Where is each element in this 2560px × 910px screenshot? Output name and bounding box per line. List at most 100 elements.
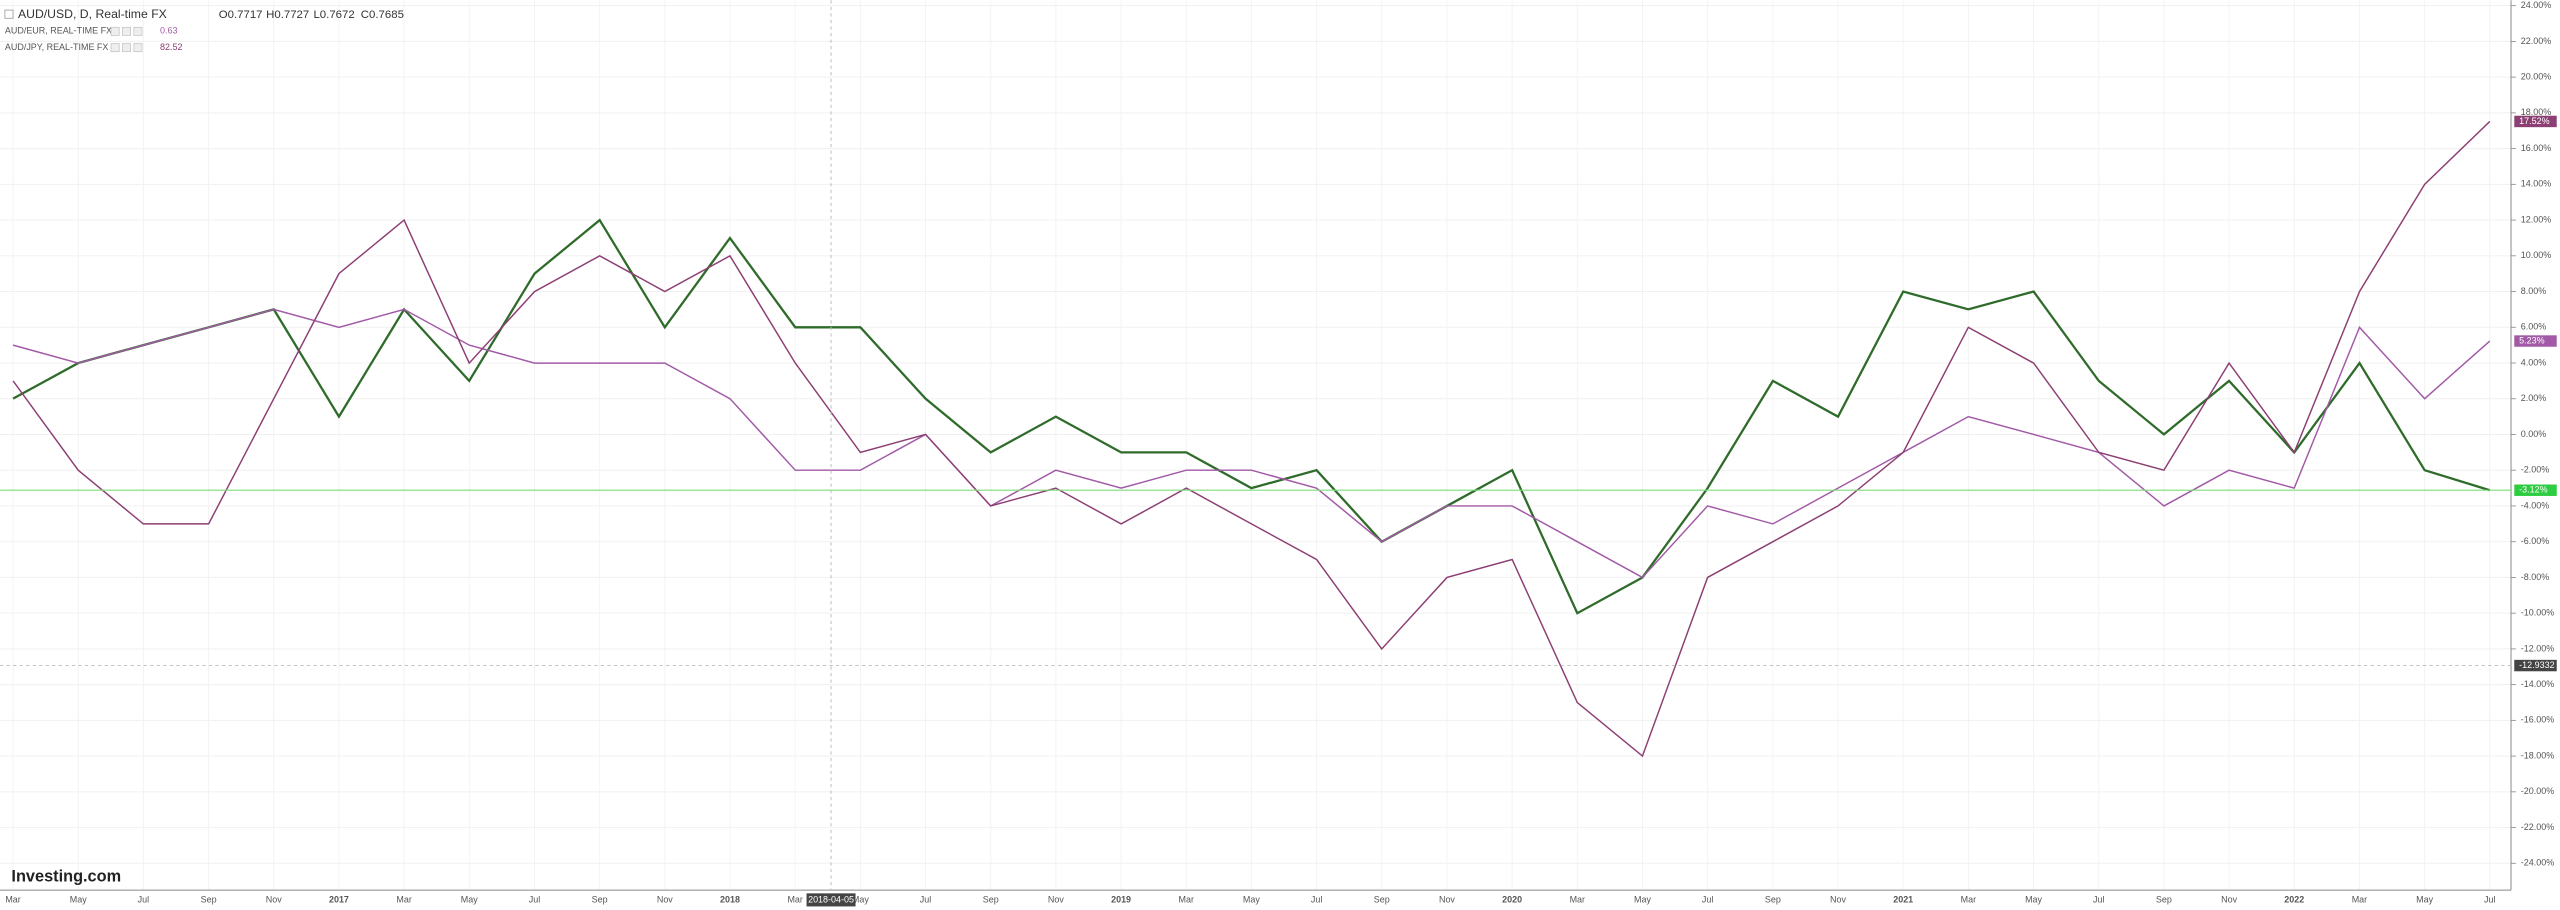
x-tick-label: Sep bbox=[201, 894, 217, 904]
x-tick-label: Nov bbox=[2221, 894, 2237, 904]
x-tick-label: Mar bbox=[1179, 894, 1194, 904]
x-tick-label: Sep bbox=[983, 894, 999, 904]
x-tick-label: Nov bbox=[1830, 894, 1846, 904]
legend-toggle[interactable] bbox=[4, 9, 14, 19]
legend-main: AUD/USD, D, Real-time FX bbox=[18, 7, 167, 21]
x-tick-label: May bbox=[1243, 894, 1260, 904]
y-tick-label: 22.00% bbox=[2521, 36, 2551, 46]
x-tick-label: Nov bbox=[266, 894, 282, 904]
legend-ohlc: C0.7685 bbox=[361, 9, 404, 21]
x-tick-label: Sep bbox=[2156, 894, 2172, 904]
crosshair-value: -12.9332 bbox=[2519, 660, 2554, 670]
x-tick-label: 2017 bbox=[329, 894, 349, 904]
y-tick-label: 4.00% bbox=[2521, 357, 2546, 367]
legend-button[interactable] bbox=[122, 26, 131, 36]
x-tick-label: Sep bbox=[1374, 894, 1390, 904]
x-tick-label: Mar bbox=[1570, 894, 1585, 904]
y-tick-label: 14.00% bbox=[2521, 179, 2551, 189]
x-tick-label: Jul bbox=[1311, 894, 1322, 904]
plot bbox=[12, 120, 2491, 758]
legend-compare-value: 0.63 bbox=[160, 26, 177, 36]
legend-button[interactable] bbox=[110, 43, 120, 53]
y-tick-label: -16.00% bbox=[2521, 715, 2554, 725]
y-tick-label: 6.00% bbox=[2521, 322, 2546, 332]
crosshair-date: 2018-04-05 bbox=[808, 894, 854, 904]
x-tick-label: Mar bbox=[2352, 894, 2367, 904]
legend-ohlc: O0.7717 bbox=[219, 9, 263, 21]
y-tick-label: 0.00% bbox=[2521, 429, 2546, 439]
crosshair-value-box bbox=[2514, 659, 2557, 672]
series-line bbox=[12, 120, 2491, 758]
x-tick-label: May bbox=[2416, 894, 2433, 904]
x-tick-label: Jul bbox=[138, 894, 149, 904]
legend-ohlc: H0.7727 bbox=[266, 9, 309, 21]
x-tick-label: Nov bbox=[1048, 894, 1064, 904]
x-tick-label: Mar bbox=[396, 894, 411, 904]
legend-button[interactable] bbox=[110, 26, 120, 36]
x-tick-label: Mar bbox=[5, 894, 20, 904]
x-tick-label: Sep bbox=[592, 894, 608, 904]
y-tick-label: 12.00% bbox=[2521, 214, 2551, 224]
x-tick-label: 2018 bbox=[720, 894, 740, 904]
last-value-box bbox=[2514, 484, 2557, 496]
last-value-label: 17.52% bbox=[2519, 116, 2549, 126]
x-tick-label: Jul bbox=[529, 894, 540, 904]
x-tick-label: Sep bbox=[1765, 894, 1781, 904]
series-line bbox=[12, 308, 2491, 579]
x-tick-label: 2020 bbox=[1502, 894, 1522, 904]
y-tick-label: -20.00% bbox=[2521, 786, 2554, 796]
x-tick-label: 2022 bbox=[2284, 894, 2304, 904]
x-tick-label: 2021 bbox=[1893, 894, 1913, 904]
last-value-label: 5.23% bbox=[2519, 335, 2544, 345]
y-tick-label: -8.00% bbox=[2521, 572, 2549, 582]
y-tick-label: 24.00% bbox=[2521, 0, 2551, 10]
x-tick-label: Mar bbox=[787, 894, 802, 904]
x-tick-label: Jul bbox=[1702, 894, 1713, 904]
series-line bbox=[12, 218, 2491, 615]
y-tick-label: -10.00% bbox=[2521, 608, 2554, 618]
x-tick-label: May bbox=[852, 894, 869, 904]
last-value-box bbox=[2514, 335, 2557, 347]
y-tick-label: -18.00% bbox=[2521, 750, 2554, 760]
x-tick-label: May bbox=[1634, 894, 1651, 904]
y-tick-label: 8.00% bbox=[2521, 286, 2546, 296]
legend-ohlc: L0.7672 bbox=[313, 9, 354, 21]
last-value-label: -3.12% bbox=[2519, 485, 2547, 495]
x-tick-label: Jul bbox=[2093, 894, 2104, 904]
y-tick-label: 10.00% bbox=[2521, 250, 2551, 260]
legend-compare: AUD/JPY, REAL-TIME FX bbox=[5, 42, 109, 52]
y-tick-label: 20.00% bbox=[2521, 72, 2551, 82]
y-tick-label: -12.00% bbox=[2521, 643, 2554, 653]
y-tick-label: -4.00% bbox=[2521, 500, 2549, 510]
x-tick-label: 2019 bbox=[1111, 894, 1131, 904]
x-tick-label: Nov bbox=[657, 894, 673, 904]
y-tick-label: -6.00% bbox=[2521, 536, 2549, 546]
crosshair-date-box bbox=[806, 893, 856, 907]
y-tick-label: -24.00% bbox=[2521, 858, 2554, 868]
legend-button[interactable] bbox=[122, 43, 131, 53]
logo: Investing.com bbox=[11, 867, 121, 885]
x-tick-label: May bbox=[70, 894, 87, 904]
legend-compare: AUD/EUR, REAL-TIME FX bbox=[5, 26, 112, 36]
y-tick-label: -22.00% bbox=[2521, 822, 2554, 832]
y-tick-label: -14.00% bbox=[2521, 679, 2554, 689]
y-tick-label: 2.00% bbox=[2521, 393, 2546, 403]
x-tick-label: May bbox=[461, 894, 478, 904]
x-tick-label: Jul bbox=[920, 894, 931, 904]
y-tick-label: 16.00% bbox=[2521, 143, 2551, 153]
legend-compare-value: 82.52 bbox=[160, 42, 182, 52]
last-value-box bbox=[2514, 115, 2557, 128]
x-tick-label: May bbox=[2025, 894, 2042, 904]
x-tick-label: Jul bbox=[2484, 894, 2495, 904]
x-tick-label: Nov bbox=[1439, 894, 1455, 904]
y-tick-label: 18.00% bbox=[2521, 107, 2551, 117]
y-tick-label: -2.00% bbox=[2521, 465, 2549, 475]
legend-button[interactable] bbox=[133, 43, 143, 53]
legend-button[interactable] bbox=[133, 26, 143, 36]
x-tick-label: Mar bbox=[1961, 894, 1976, 904]
